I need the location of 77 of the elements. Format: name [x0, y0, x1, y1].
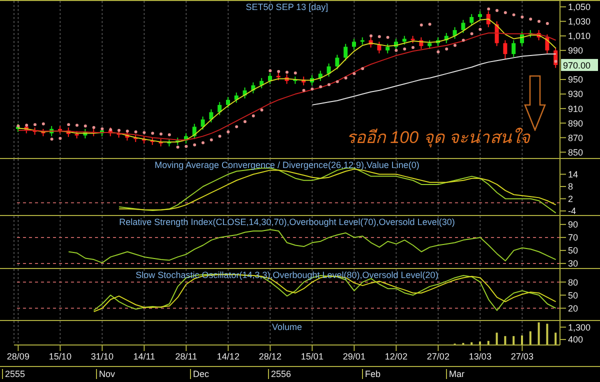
x-tick-label: 28/11	[175, 351, 198, 362]
candlestick	[377, 41, 382, 54]
y-tick-label: 850	[568, 147, 584, 158]
candlestick	[335, 54, 340, 70]
x-tick-label: 13/03	[468, 351, 492, 362]
bar	[554, 332, 557, 345]
annotation: รออีก 100 จุด จะน่าสนใจ	[346, 126, 530, 150]
text: Mar	[446, 369, 464, 379]
y-tick-label: 1,300	[568, 322, 591, 332]
text: 970.00	[563, 60, 591, 70]
y-tick-label: 2	[568, 194, 574, 204]
y-tick-label: 400	[568, 334, 584, 345]
y-tick-label: 30	[568, 258, 578, 269]
candlestick	[268, 72, 272, 84]
bar	[546, 324, 548, 345]
chart-title: SET50 SEP 13 [day]	[246, 2, 328, 12]
bar	[538, 322, 540, 345]
candlestick	[260, 78, 264, 89]
chart-title: Volume	[272, 322, 302, 332]
y-tick-label: 14	[568, 169, 578, 180]
y-tick-label: 910	[568, 104, 584, 114]
y-tick-label: 930	[568, 89, 584, 100]
line-series	[68, 229, 556, 264]
bar	[496, 332, 498, 345]
bar	[504, 336, 506, 345]
candlestick	[200, 116, 205, 130]
x-tick-label: 28/12	[258, 351, 282, 362]
x-tick-label: 31/10	[90, 351, 114, 362]
chart-title: Moving Average Convergence / Divergence(26,12,9),Value Line(0)	[154, 160, 420, 170]
text: Feb	[362, 369, 381, 379]
bar	[512, 336, 515, 345]
candlestick	[503, 40, 508, 60]
x-tick-label: 27/02	[426, 351, 450, 362]
candlestick	[318, 70, 322, 82]
y-tick-label: 990	[568, 46, 584, 56]
candlestick	[344, 43, 348, 62]
y-tick-label: 8	[568, 182, 574, 192]
x-tick-label: 14/12	[216, 351, 240, 362]
y-tick-label: 50	[568, 290, 578, 300]
x-tick-label: 28/09	[6, 351, 30, 362]
y-tick-label: 1,050	[568, 2, 591, 12]
x-tick-label: 15/01	[300, 351, 324, 362]
candlestick	[486, 10, 490, 28]
candlestick	[452, 26, 457, 40]
y-tick-label: 890	[568, 118, 584, 128]
x-tick-label: 12/02	[384, 351, 408, 362]
candlestick	[234, 92, 238, 104]
y-tick-label: 1,030	[568, 16, 591, 27]
x-tick-label: 14/11	[133, 351, 156, 362]
x-tick-label: 15/10	[48, 351, 72, 362]
candlestick	[461, 19, 466, 34]
y-tick-label: -4	[568, 206, 576, 216]
y-tick-label: 50	[568, 246, 578, 256]
x-tick-label: 29/01	[342, 351, 366, 362]
text: 2555	[2, 369, 26, 379]
candlestick	[545, 34, 550, 54]
text: 2556	[268, 369, 292, 379]
y-tick-label: 1,010	[568, 31, 591, 42]
y-tick-label: 90	[568, 220, 578, 230]
bar	[529, 331, 532, 345]
candlestick	[209, 108, 214, 123]
candlestick	[386, 43, 390, 54]
y-tick-label: 80	[568, 277, 578, 288]
chart-title: Relative Strength Index(CLOSE,14,30,70),Overbought Level(70),Oversold Level(30)	[119, 217, 455, 227]
bar	[521, 335, 523, 345]
candlestick	[218, 102, 222, 116]
y-tick-label: 870	[568, 132, 584, 143]
x-tick-label: 27/03	[510, 351, 534, 362]
text: Nov	[96, 369, 116, 379]
y-tick-label: 70	[568, 232, 578, 243]
candlestick	[512, 40, 516, 58]
y-tick-label: 20	[568, 303, 578, 314]
candlestick	[352, 38, 356, 50]
text: Dec	[190, 369, 210, 379]
y-tick-label: 950	[568, 74, 584, 85]
candlestick	[470, 14, 474, 26]
candlestick	[226, 96, 230, 108]
